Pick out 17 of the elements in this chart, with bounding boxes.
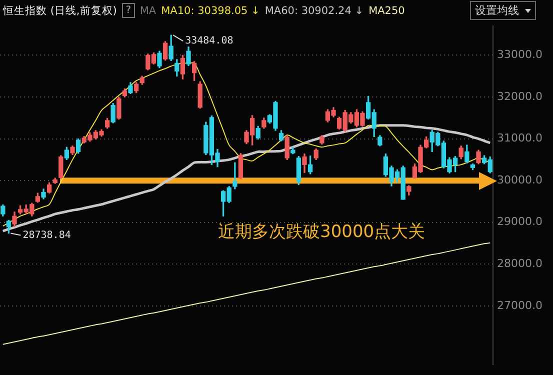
y-tick-label: 33000.0: [497, 48, 542, 62]
chart-title: 恒生指数 (日线,前复权): [3, 4, 117, 18]
y-tick-label: 28000.0: [497, 256, 542, 270]
y-tick-label: 30000.0: [497, 173, 542, 186]
annotation: 近期多次跌破30000点大关: [218, 222, 426, 242]
annotation: 28738.84: [22, 230, 71, 241]
y-tick-label: 29000.0: [497, 215, 542, 228]
y-tick-label: 32000.0: [497, 90, 542, 103]
legend-title: MA: [140, 4, 156, 16]
text: ?: [122, 3, 135, 18]
text: MA250: [368, 4, 405, 16]
annotation: 33484.08: [185, 36, 234, 47]
text: 设置均线: [475, 3, 519, 18]
text: MA10: 30398.05 ↓: [161, 4, 260, 16]
y-tick-label: 27000.0: [497, 298, 542, 312]
y-tick-label: 31000.0: [497, 132, 542, 145]
text: MA60: 30902.24 ↓: [264, 4, 364, 16]
